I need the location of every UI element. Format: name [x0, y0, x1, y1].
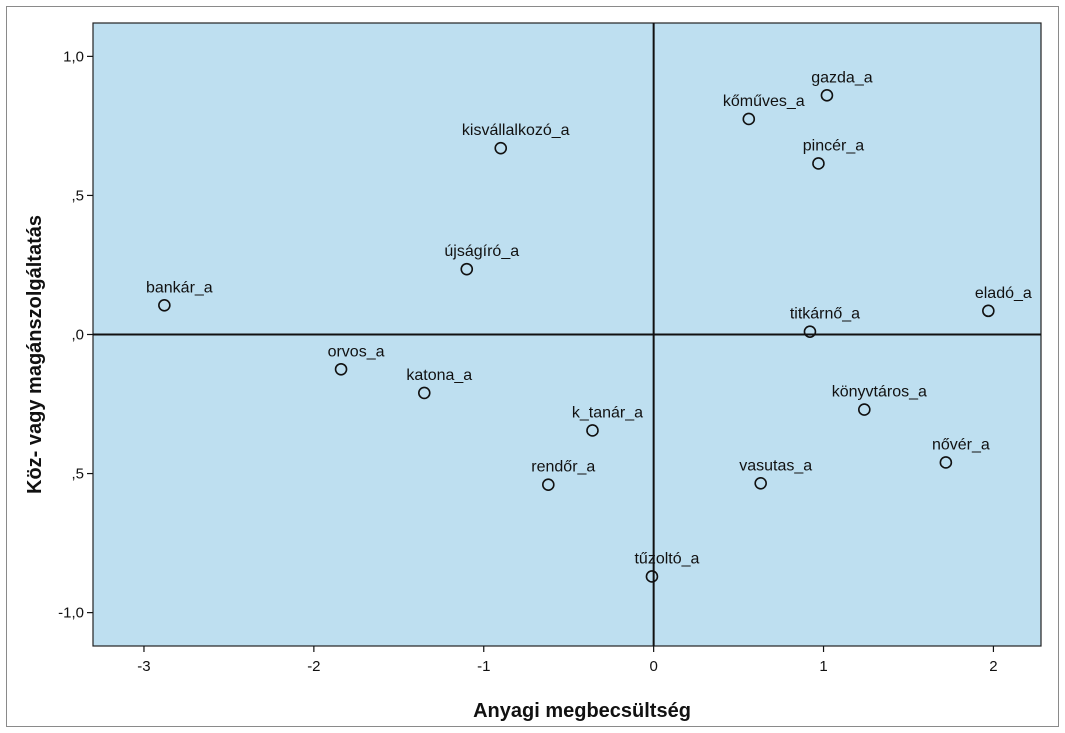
data-point: [820, 89, 834, 102]
x-tick-label: -3: [137, 658, 150, 675]
data-point-label: nővér_a: [932, 436, 990, 453]
x-tick-label: 0: [649, 658, 657, 675]
x-tick-label: -2: [307, 658, 320, 675]
data-point-label: pincér_a: [803, 137, 864, 154]
x-tick-label: 1: [819, 658, 827, 675]
data-point-label: vasutas_a: [739, 457, 812, 474]
data-point: [586, 424, 599, 437]
data-point-label: bankár_a: [146, 279, 213, 296]
y-tick-label: ,5: [71, 466, 84, 483]
data-point-label: kőműves_a: [723, 93, 805, 110]
data-point: [494, 141, 508, 155]
data-point-label: kisvállalkozó_a: [462, 122, 570, 139]
y-tick-label: ,0: [71, 327, 84, 344]
data-point-label: orvos_a: [328, 343, 385, 360]
data-point: [939, 456, 953, 469]
data-point: [542, 478, 555, 491]
data-point-label: k_tanár_a: [572, 404, 643, 421]
data-point: [417, 386, 431, 400]
data-point-label: gazda_a: [811, 69, 872, 86]
data-point: [812, 157, 825, 170]
y-tick-label: ,5: [71, 187, 84, 204]
y-tick-label: -1,0: [58, 605, 84, 622]
data-point-label: tűzoltó_a: [634, 550, 699, 567]
data-point-label: könyvtáros_a: [832, 384, 927, 401]
y-tick-label: 1,0: [63, 48, 84, 65]
data-point: [742, 112, 756, 126]
data-point: [982, 304, 995, 318]
x-tick-label: 2: [989, 658, 997, 675]
x-axis-title: Anyagi megbecsültség: [473, 700, 691, 722]
data-point: [645, 570, 659, 583]
data-point: [803, 325, 817, 339]
data-point: [460, 262, 474, 276]
data-point-label: rendőr_a: [531, 459, 595, 476]
data-point: [158, 298, 171, 312]
x-tick-label: -1: [477, 658, 490, 675]
data-point-label: titkárnő_a: [790, 306, 860, 323]
data-point: [334, 362, 348, 376]
data-point-label: eladó_a: [975, 285, 1032, 302]
data-point: [754, 476, 767, 490]
y-axis-title: Köz- vagy magánszolgáltatás: [24, 215, 46, 494]
data-point-label: újságíró_a: [444, 243, 519, 260]
data-point-label: katona_a: [406, 367, 472, 384]
data-point: [858, 403, 871, 416]
